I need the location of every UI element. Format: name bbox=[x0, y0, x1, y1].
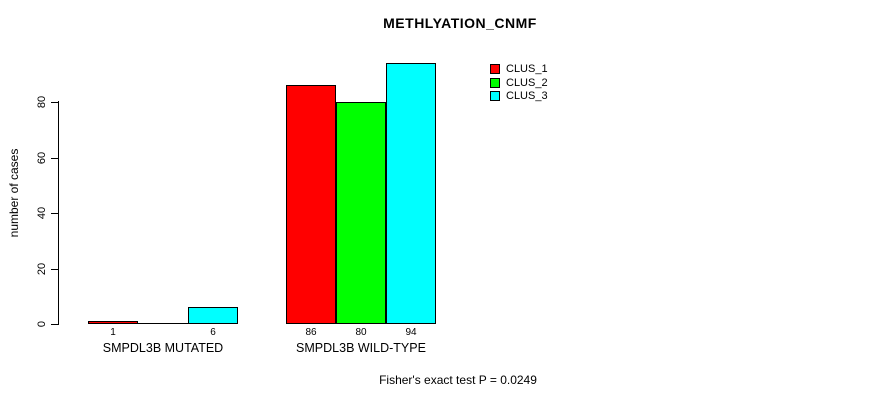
legend-swatch-clus_1 bbox=[490, 64, 500, 75]
legend: CLUS_1 CLUS_2 CLUS_3 bbox=[490, 63, 548, 103]
y-axis-tick bbox=[51, 102, 58, 103]
chart-title: METHLYATION_CNMF bbox=[0, 15, 890, 31]
y-axis-tick bbox=[51, 158, 58, 159]
legend-item: CLUS_2 bbox=[490, 76, 548, 89]
y-axis-tick bbox=[51, 269, 58, 270]
y-axis-tick-label: 60 bbox=[36, 151, 48, 165]
bar-clus_1 bbox=[286, 85, 336, 324]
y-axis-tick-label: 80 bbox=[36, 95, 48, 109]
annotation: Fisher's exact test P = 0.0249 bbox=[0, 373, 890, 387]
legend-item: CLUS_1 bbox=[490, 63, 548, 76]
legend-label: CLUS_3 bbox=[506, 90, 548, 103]
y-axis-tick-label: 40 bbox=[36, 206, 48, 220]
y-axis-tick bbox=[51, 213, 58, 214]
y-axis-label: number of cases bbox=[7, 148, 21, 238]
bar-value-label: 1 bbox=[110, 327, 116, 338]
bar-value-label: 6 bbox=[210, 327, 216, 338]
y-axis-tick-label: 0 bbox=[36, 320, 48, 328]
annotation-text: Fisher's exact test P = 0.0249 bbox=[379, 373, 537, 387]
bar-clus_2 bbox=[336, 102, 386, 324]
legend-item: CLUS_3 bbox=[490, 90, 548, 103]
bar-value-label: 80 bbox=[355, 327, 367, 338]
group-label: SMPDL3B WILD-TYPE bbox=[296, 341, 426, 355]
legend-label: CLUS_2 bbox=[506, 76, 548, 89]
bar-clus_3 bbox=[386, 63, 436, 324]
bar-value-label: 94 bbox=[405, 327, 417, 338]
bar-clus_3 bbox=[188, 307, 238, 324]
legend-swatch-clus_2 bbox=[490, 77, 500, 88]
y-axis-line bbox=[58, 101, 59, 325]
y-axis-tick-label: 20 bbox=[36, 262, 48, 276]
group-label: SMPDL3B MUTATED bbox=[102, 341, 224, 355]
bar-value-label: 86 bbox=[305, 327, 317, 338]
legend-swatch-clus_3 bbox=[490, 91, 500, 102]
bar-clus_1 bbox=[88, 321, 138, 324]
y-axis-tick bbox=[51, 324, 58, 325]
legend-label: CLUS_1 bbox=[506, 63, 548, 76]
bar-clus_2 bbox=[138, 323, 188, 324]
chart-title-text: METHLYATION_CNMF bbox=[383, 15, 537, 31]
